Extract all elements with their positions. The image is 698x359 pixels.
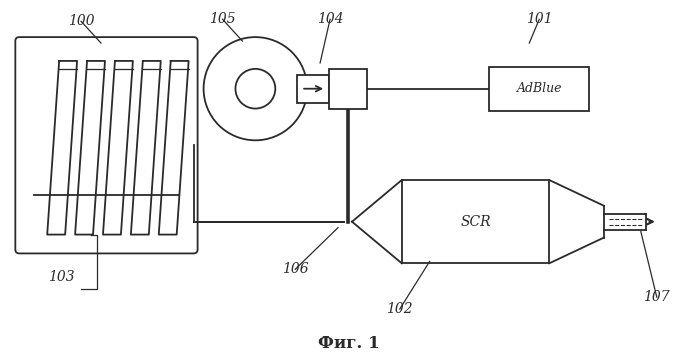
Text: 107: 107 [644, 290, 670, 304]
Text: 105: 105 [209, 12, 236, 26]
Text: 104: 104 [317, 12, 343, 26]
Text: 101: 101 [526, 12, 553, 26]
Text: 100: 100 [68, 14, 94, 28]
Bar [297, 75, 329, 103]
Text: 106: 106 [282, 262, 309, 276]
Text: 103: 103 [48, 270, 75, 284]
Polygon shape [352, 180, 402, 264]
Bar [489, 67, 589, 111]
Polygon shape [549, 180, 604, 264]
Bar [329, 69, 367, 108]
Text: Фиг. 1: Фиг. 1 [318, 335, 380, 352]
Text: AdBlue: AdBlue [517, 82, 562, 95]
Text: 102: 102 [387, 302, 413, 316]
FancyBboxPatch shape [15, 37, 198, 253]
Bar [402, 180, 549, 264]
Text: SCR: SCR [460, 215, 491, 229]
